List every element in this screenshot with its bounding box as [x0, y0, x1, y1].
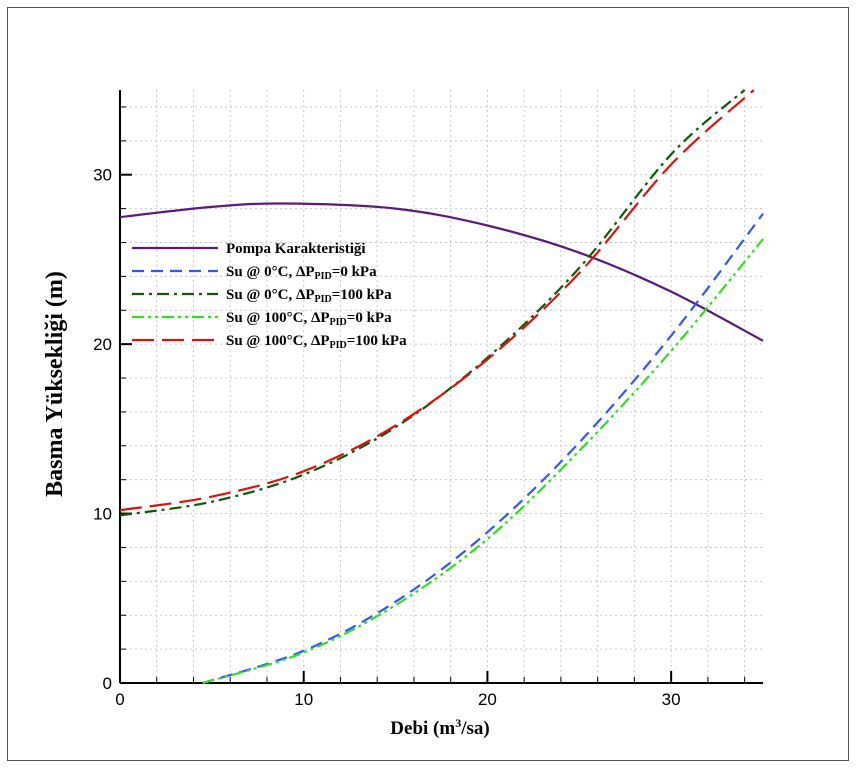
legend-label-3: Su @ 0°C, ΔPPID=100 kPa [226, 287, 392, 305]
series-line-2 [202, 213, 764, 685]
series-line-1 [119, 202, 764, 342]
y-tick-label: 30 [93, 166, 112, 185]
series-lines [119, 89, 764, 685]
y-axis-label: Basma Yüksekliği (m) [42, 271, 68, 497]
chart-frame [7, 7, 849, 761]
axes [119, 90, 763, 684]
x-tick-label: 0 [115, 690, 124, 709]
legend-label-4: Su @ 100°C, ΔPPID=0 kPa [226, 310, 392, 328]
grid-lines [120, 90, 763, 683]
y-tick-label: 10 [93, 505, 112, 524]
series-line-3 [119, 89, 746, 517]
x-axis-label: Debi (m3/sa) [390, 716, 489, 739]
x-tick-label: 30 [662, 690, 681, 709]
x-tick-label: 20 [478, 690, 497, 709]
x-tick-label: 10 [294, 690, 313, 709]
tick-labels: 0 10 20 30 0 10 20 30 [93, 166, 681, 709]
legend-label-1: Pompa Karakteristiği [226, 241, 366, 257]
y-tick-label: 20 [93, 335, 112, 354]
y-tick-label: 0 [103, 674, 112, 693]
legend: Pompa Karakteristiği Su @ 0°C, ΔPPID=0 kP… [132, 241, 407, 351]
legend-label-2: Su @ 0°C, ΔPPID=0 kPa [226, 264, 377, 282]
series-line-4 [202, 238, 764, 685]
series-line-5 [119, 89, 755, 512]
legend-label-5: Su @ 100°C, ΔPPID=100 kPa [226, 333, 407, 351]
